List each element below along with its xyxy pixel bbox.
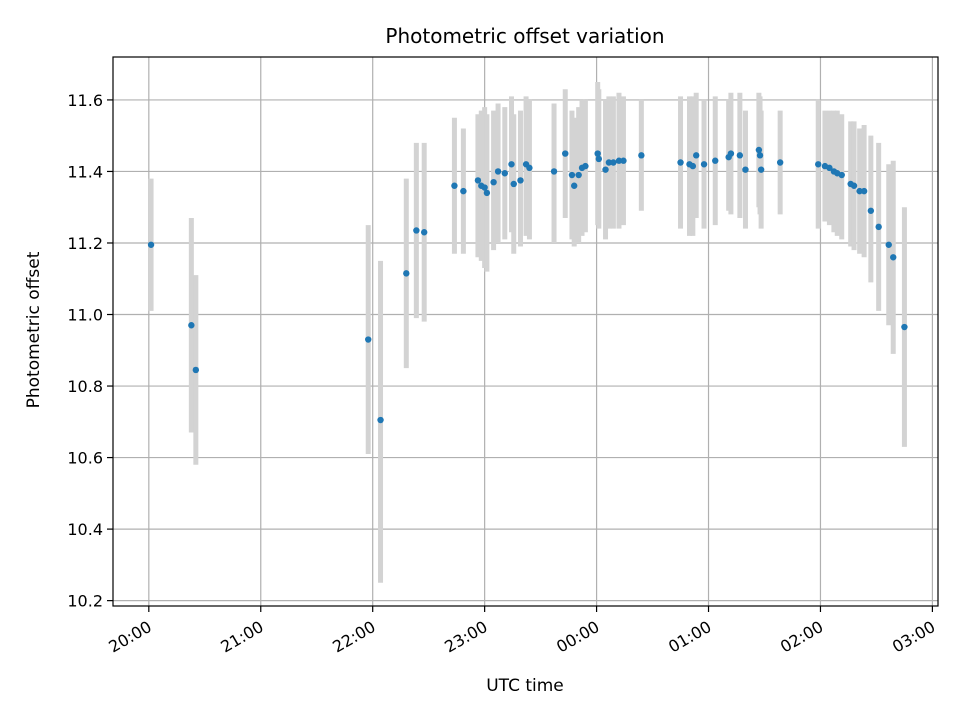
y-tick-label: 11.4 (67, 162, 103, 181)
data-point (594, 150, 601, 157)
data-point (575, 171, 582, 179)
chart-title: Photometric offset variation (385, 24, 664, 48)
data-point (451, 182, 458, 189)
data-point (756, 152, 764, 159)
data-point (602, 166, 609, 173)
y-tick-label: 11.6 (67, 91, 103, 110)
data-point (494, 168, 502, 175)
data-point (595, 155, 603, 163)
data-point (755, 146, 763, 154)
data-point (562, 150, 569, 157)
y-tick-label: 10.6 (67, 449, 103, 468)
data-point (526, 164, 533, 172)
data-point (420, 229, 428, 236)
data-point (620, 157, 627, 164)
data-point (815, 161, 822, 168)
data-point (875, 223, 882, 231)
y-tick-label: 10.8 (67, 377, 103, 396)
data-point (147, 241, 155, 248)
data-point (677, 159, 684, 166)
data-point (474, 177, 482, 184)
data-point (860, 187, 868, 195)
data-point (481, 184, 488, 191)
y-axis-ticks: 10.2 10.4 10.6 10.8 11.0 11.2 11.4 11.6 (67, 91, 113, 611)
x-axis-title: UTC time (486, 676, 564, 696)
data-point (727, 150, 735, 157)
data-point (460, 187, 467, 195)
data-point (582, 162, 589, 170)
data-point (638, 152, 645, 159)
data-point (700, 161, 708, 168)
plot-area-frame (112, 56, 939, 607)
data-point (510, 180, 517, 188)
data-point (605, 159, 613, 166)
data-point (826, 164, 833, 172)
y-tick-label: 11.0 (67, 306, 103, 325)
data-point (838, 171, 845, 179)
data-point (742, 166, 749, 173)
data-point (377, 416, 384, 424)
data-point (517, 177, 524, 184)
data-point (192, 366, 200, 374)
data-point (550, 168, 558, 175)
y-tick-label: 10.2 (67, 592, 103, 611)
data-point (689, 162, 697, 170)
y-tick-label: 11.2 (67, 234, 103, 253)
y-axis-title: Photometric offset (24, 251, 44, 408)
data-point (885, 241, 892, 248)
data-point (712, 157, 719, 164)
data-point (501, 170, 508, 177)
data-point (365, 336, 372, 343)
data-point (188, 322, 195, 329)
data-point (615, 157, 623, 164)
data-point (693, 152, 700, 159)
data-point (867, 207, 875, 214)
data-point (483, 189, 491, 197)
data-point (890, 254, 897, 261)
data-point (850, 182, 858, 189)
data-point (568, 171, 576, 179)
data-point (413, 227, 420, 234)
data-point (570, 182, 578, 189)
data-point (776, 159, 784, 166)
data-point (403, 270, 410, 277)
data-point (610, 159, 617, 166)
data-point (757, 166, 765, 173)
data-point (856, 187, 863, 195)
data-points (147, 146, 908, 424)
data-point (490, 178, 497, 186)
y-tick-label: 10.4 (67, 520, 103, 539)
data-point (901, 323, 908, 331)
data-point (508, 161, 515, 168)
data-point (736, 152, 744, 159)
